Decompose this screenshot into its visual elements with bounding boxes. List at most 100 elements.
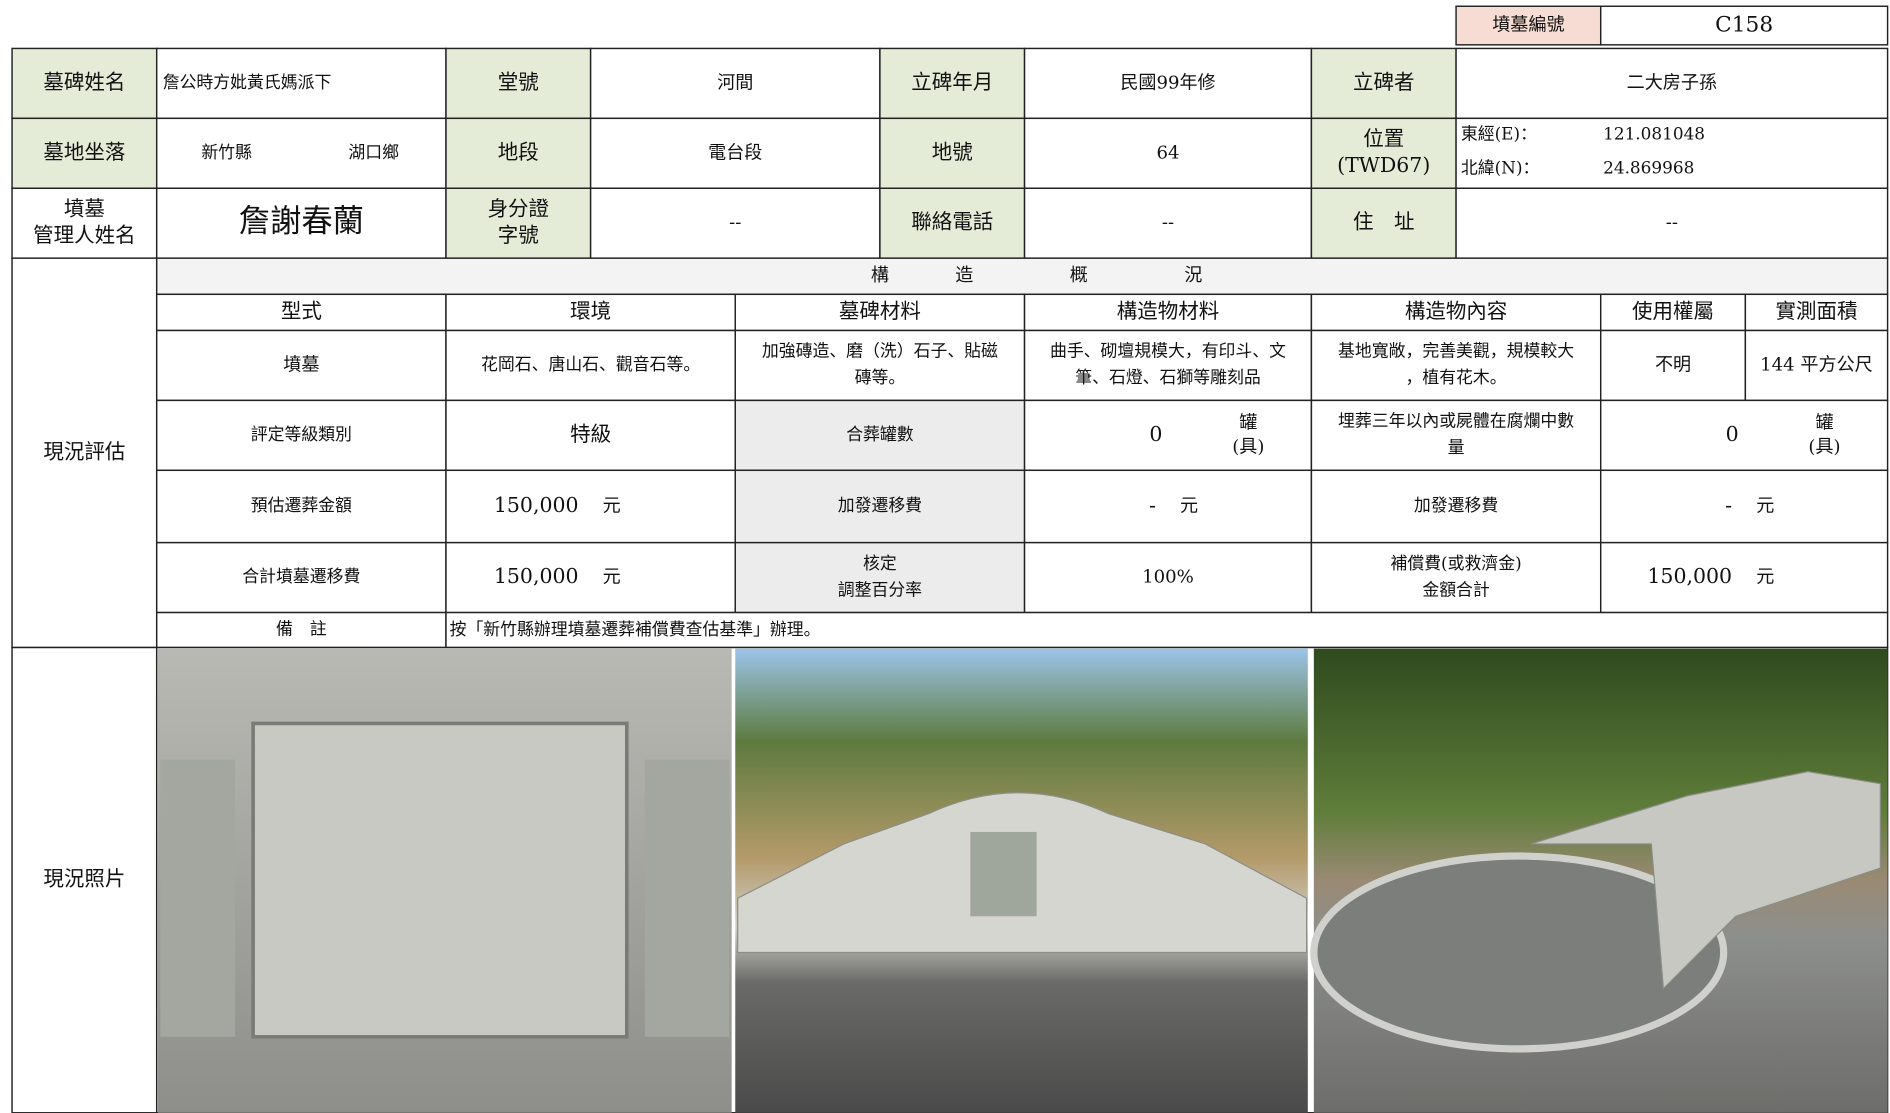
cell: [155, 187, 447, 259]
cell-text: (具): [1808, 436, 1840, 457]
cell-text: 按「新竹縣辦理墳墓遷葬補償費查估基準」辦理。: [450, 619, 821, 639]
cell-text: 墓地坐落: [43, 140, 125, 164]
cell: [1744, 293, 1889, 332]
cell-text: 現況照片: [43, 867, 125, 891]
cell-text: 金額合計: [1422, 579, 1490, 599]
cell-text: 詹公時方妣黃氏媽派下: [163, 72, 332, 92]
cell-text: 磚等。: [855, 367, 906, 387]
cell: [11, 646, 158, 1113]
cell: [1599, 5, 1889, 46]
cell-text: --: [729, 212, 741, 233]
cell-text: ，植有花木。: [1405, 367, 1506, 387]
cell-text: 東經(E)：: [1461, 124, 1537, 144]
cell: [1599, 329, 1747, 402]
cell: [734, 399, 1026, 472]
cell-text: 核定: [863, 553, 897, 573]
cell-text: 加發遷移費: [1414, 495, 1498, 515]
cell: [1310, 117, 1457, 189]
cell: [445, 187, 592, 259]
cell: [155, 47, 447, 120]
cell-text: 立碑者: [1353, 70, 1414, 94]
cell-text: 北緯(N)：: [1461, 157, 1540, 177]
cell: [155, 257, 1889, 296]
cell-text: 144 平方公尺: [1760, 354, 1873, 375]
photo-tomb-floor: [1310, 852, 1728, 1053]
photo-tombstone-side: [160, 759, 236, 1037]
cell-text: 造: [955, 265, 973, 286]
cell-text: 加發遷移費: [838, 495, 922, 515]
cell-text: 墓碑材料: [839, 299, 921, 323]
cell: [1599, 399, 1889, 472]
cell-text: 預估遷葬金額: [251, 495, 352, 515]
photo-tomb-wall: [1530, 771, 1881, 990]
cell: [11, 187, 158, 259]
cell-text: 河間: [717, 72, 753, 93]
cell-text: 元: [1756, 495, 1774, 516]
cell-text: 身分證: [488, 196, 549, 220]
cell: [1599, 541, 1889, 614]
cell-text: 湖口鄉: [348, 142, 399, 162]
cell-text: 況: [1184, 265, 1202, 286]
cell-text: 量: [1448, 437, 1465, 457]
cell-text: 管理人姓名: [33, 223, 135, 247]
cell: [445, 329, 736, 402]
cell-text: 民國99年修: [1120, 72, 1215, 93]
cell-text: 堂號: [498, 70, 539, 94]
cell: [1310, 293, 1602, 332]
cell-text: 曲手、砌壇規模大，有印斗、文: [1050, 341, 1286, 361]
cell: [1455, 47, 1889, 120]
cell-text: 150,000: [494, 493, 579, 517]
cell-text: 150,000: [1647, 564, 1732, 588]
cell-text: 元: [603, 495, 621, 516]
cell-text: -: [1725, 493, 1732, 517]
cell-text: 電台段: [708, 142, 762, 163]
cell-text: 花岡石、唐山石、觀音石等。: [481, 354, 700, 374]
cell-text: 詹謝春蘭: [239, 204, 364, 240]
cell: [445, 399, 736, 472]
cell: [1310, 541, 1602, 614]
cell-text: 墓碑姓名: [43, 70, 125, 94]
cell-text: 基地寬敞，完善美觀，規模較大: [1338, 341, 1574, 361]
cell: [11, 47, 158, 120]
cell: [1023, 47, 1313, 120]
cell-text: 位置: [1363, 127, 1404, 151]
cell: [445, 117, 592, 189]
cell-text: 構: [871, 265, 889, 286]
cell: [1599, 469, 1889, 544]
cell: [1455, 5, 1602, 46]
cell-text: 地號: [932, 140, 973, 164]
cell: [1455, 187, 1889, 259]
cell: [1023, 469, 1313, 544]
cell: [1310, 329, 1602, 402]
cell-text: 不明: [1655, 354, 1691, 375]
cell-text: 現況評估: [43, 439, 125, 463]
photo-tombstone-side: [644, 759, 730, 1037]
cell-text: 100%: [1142, 567, 1194, 588]
cell-text: 住 址: [1353, 210, 1414, 234]
photo-tomb-plaque: [970, 831, 1037, 917]
cell-text: (TWD67): [1337, 153, 1430, 177]
cell: [155, 117, 447, 189]
cell-text: 0: [1726, 422, 1739, 446]
cell-text: 加強磚造、磨（洗）石子、貼磁: [762, 341, 998, 361]
cell-text: 型式: [281, 299, 322, 323]
cell: [1023, 329, 1313, 402]
cell: [445, 293, 736, 332]
cell: [155, 469, 447, 544]
cell: [589, 117, 881, 189]
cell-text: 補償費(或救濟金): [1390, 553, 1521, 573]
cell-text: 墳墓: [283, 354, 319, 375]
cell-text: 評定等級類別: [251, 424, 352, 444]
cell: [445, 541, 736, 614]
cell: [155, 541, 447, 614]
cell-text: --: [1162, 212, 1174, 233]
cell: [879, 117, 1026, 189]
cell-text: 地段: [498, 140, 539, 164]
cell-text: 構造物材料: [1117, 299, 1219, 323]
cell-text: 0: [1149, 422, 1162, 446]
cell: [445, 611, 1889, 649]
cell-text: 121.081048: [1603, 124, 1705, 144]
cell-text: 24.869968: [1603, 157, 1694, 177]
cell: [879, 187, 1026, 259]
